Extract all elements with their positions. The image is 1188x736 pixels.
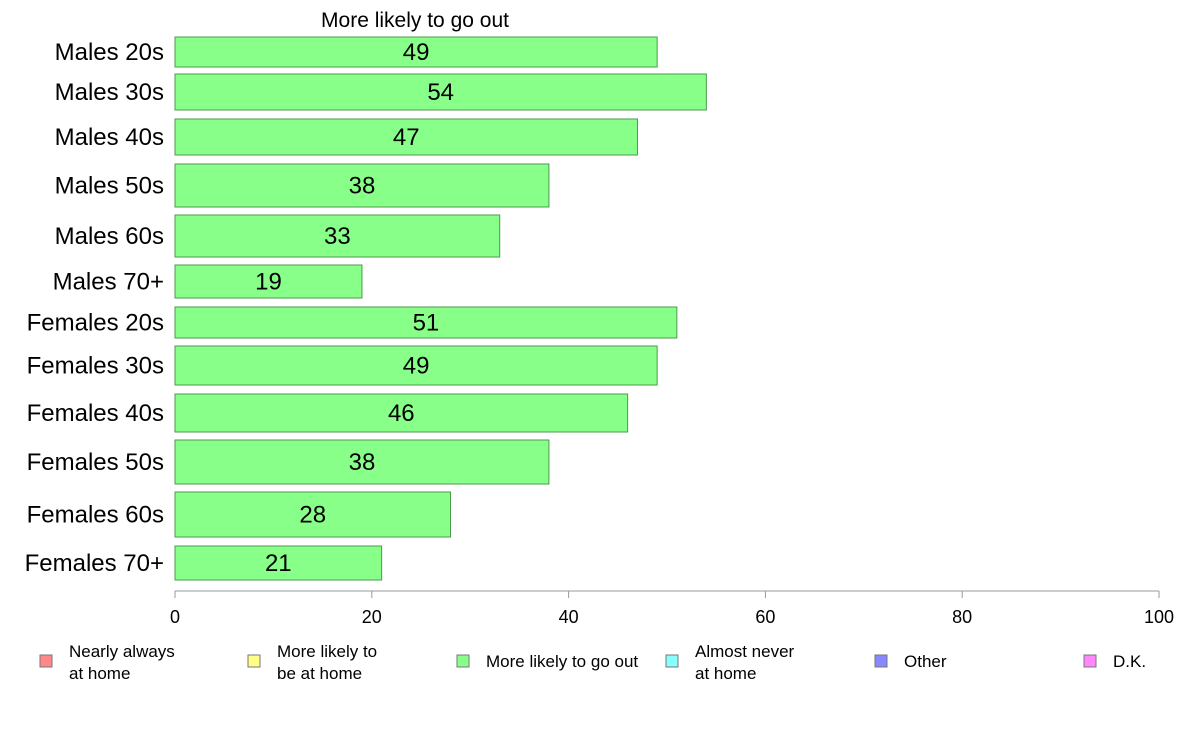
x-tick-label: 100 (1144, 607, 1174, 627)
category-label: Females 20s (27, 310, 164, 337)
data-label: 28 (299, 502, 326, 529)
legend-label: be at home (277, 664, 362, 683)
legend-label: Nearly always (69, 642, 175, 661)
legend-swatch (456, 654, 470, 668)
legend: Nearly always at home More likely to be at … (39, 642, 1146, 683)
legend-label: at home (695, 664, 756, 683)
category-label: Males 50s (55, 173, 164, 200)
legend-swatch (247, 654, 261, 668)
data-label: 49 (403, 39, 430, 66)
bar-females-60s (174, 491, 452, 538)
category-label: Females 60s (27, 502, 164, 529)
x-tick-label: 20 (362, 607, 382, 627)
category-label: Females 70+ (25, 550, 164, 577)
data-label: 33 (324, 223, 351, 250)
legend-swatch (1083, 654, 1097, 668)
legend-swatch (665, 654, 679, 668)
bar-males-20s (174, 36, 658, 68)
legend-item: Nearly always at home (39, 642, 175, 683)
data-label: 51 (413, 310, 440, 337)
bar-females-50s (174, 439, 550, 485)
data-label: 49 (403, 353, 430, 380)
data-label: 47 (393, 124, 420, 151)
bar-males-70- (174, 264, 363, 299)
legend-label: D.K. (1113, 652, 1146, 671)
legend-item: Almost never at home (665, 642, 795, 683)
category-label: Females 40s (27, 400, 164, 427)
data-label: 19 (255, 269, 282, 296)
x-tick-label: 0 (170, 607, 180, 627)
x-tick-label: 80 (952, 607, 972, 627)
x-axis: 0 20 40 60 80 100 (170, 590, 1174, 627)
category-label: Males 30s (55, 79, 164, 106)
category-label: Males 70+ (53, 269, 164, 296)
x-tick-label: 40 (559, 607, 579, 627)
data-label: 21 (265, 550, 292, 577)
legend-swatch (874, 654, 888, 668)
bar-males-40s (174, 118, 638, 156)
data-label: 38 (349, 173, 376, 200)
bar-males-50s (174, 163, 550, 208)
legend-label: at home (69, 664, 130, 683)
legend-label: Other (904, 652, 947, 671)
bar-females-30s (174, 345, 658, 386)
bar-females-40s (174, 393, 629, 433)
bar-males-30s (174, 73, 707, 111)
category-label: Females 30s (27, 353, 164, 380)
legend-label: More likely to (277, 642, 377, 661)
category-label: Males 20s (55, 39, 164, 66)
legend-item: More likely to be at home (247, 642, 377, 683)
legend-swatch (39, 654, 53, 668)
x-tick-label: 60 (755, 607, 775, 627)
data-label: 54 (427, 79, 454, 106)
chart-title: More likely to go out (321, 9, 509, 32)
category-label: Females 50s (27, 449, 164, 476)
bar-females-20s (174, 306, 678, 339)
data-label: 46 (388, 400, 415, 427)
legend-label: Almost never (695, 642, 795, 661)
category-label: Males 60s (55, 223, 164, 250)
bars-group: 49 Males 20s 54 Males 30s 47 Males 40s 38 Males… (25, 36, 707, 581)
data-label: 38 (349, 449, 376, 476)
legend-item: Other (874, 652, 947, 671)
category-label: Males 40s (55, 124, 164, 151)
bar-females-70- (174, 545, 383, 581)
bar-males-60s (174, 214, 501, 258)
legend-item: D.K. (1083, 652, 1146, 671)
legend-label: More likely to go out (486, 652, 638, 671)
legend-item: More likely to go out (456, 652, 638, 671)
